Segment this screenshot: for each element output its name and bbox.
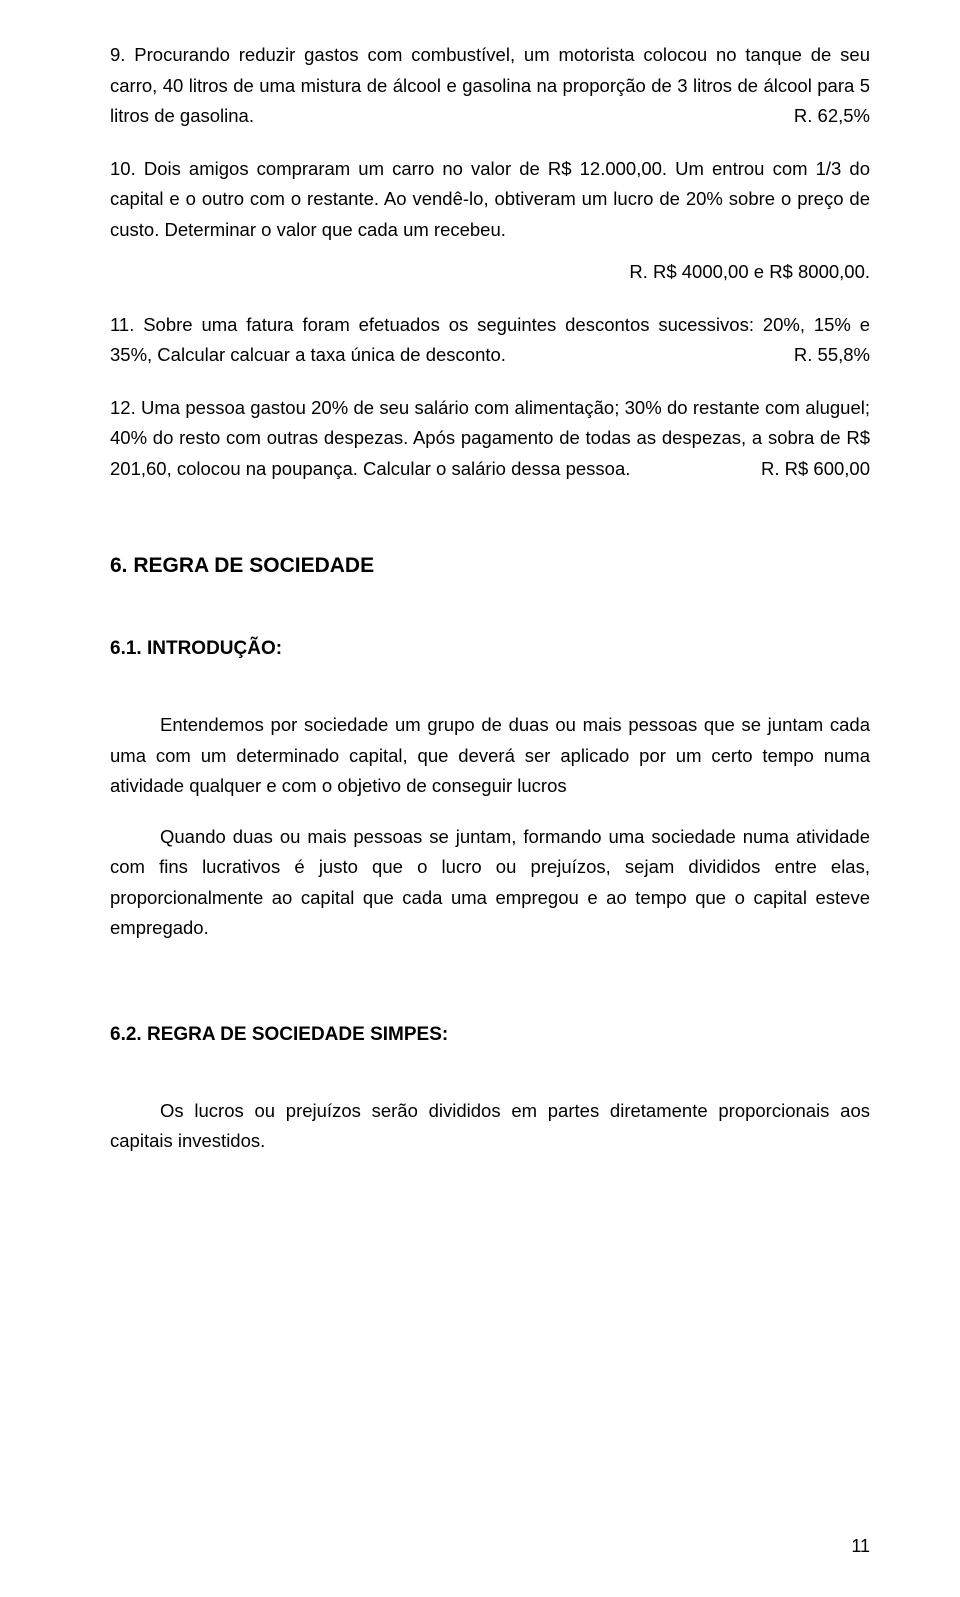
exercise-9: 9. Procurando reduzir gastos com combust… — [110, 40, 870, 132]
exercise-text: Dois amigos compraram um carro no valor … — [110, 158, 870, 240]
section-heading: 6. REGRA DE SOCIEDADE — [110, 554, 870, 578]
exercise-10-answer: R. R$ 4000,00 e R$ 8000,00. — [110, 257, 870, 288]
exercise-text: Sobre uma fatura foram efetuados os segu… — [110, 314, 870, 366]
exercise-answer: R. R$ 600,00 — [761, 454, 870, 485]
exercise-11: 11. Sobre uma fatura foram efetuados os … — [110, 310, 870, 371]
subsection-heading: 6.2. REGRA DE SOCIEDADE SIMPES: — [110, 1024, 870, 1046]
intro-paragraph-2: Quando duas ou mais pessoas se juntam, f… — [110, 822, 870, 944]
intro-paragraph-1: Entendemos por sociedade um grupo de dua… — [110, 710, 870, 802]
exercise-number: 10. — [110, 158, 136, 179]
page-number: 11 — [851, 1536, 870, 1557]
exercise-number: 9. — [110, 44, 125, 65]
exercise-text: Procurando reduzir gastos com combustíve… — [110, 44, 870, 126]
exercise-answer: R. 62,5% — [794, 101, 870, 132]
exercise-10: 10. Dois amigos compraram um carro no va… — [110, 154, 870, 246]
exercise-text: Uma pessoa gastou 20% de seu salário com… — [110, 397, 870, 479]
document-page: 9. Procurando reduzir gastos com combust… — [0, 0, 960, 1597]
subsection-heading: 6.1. INTRODUÇÃO: — [110, 638, 870, 660]
exercise-12: 12. Uma pessoa gastou 20% de seu salário… — [110, 393, 870, 485]
exercise-number: 11. — [110, 314, 134, 335]
exercise-number: 12. — [110, 397, 136, 418]
simple-rule-paragraph: Os lucros ou prejuízos serão divididos e… — [110, 1096, 870, 1157]
exercise-answer: R. 55,8% — [794, 340, 870, 371]
